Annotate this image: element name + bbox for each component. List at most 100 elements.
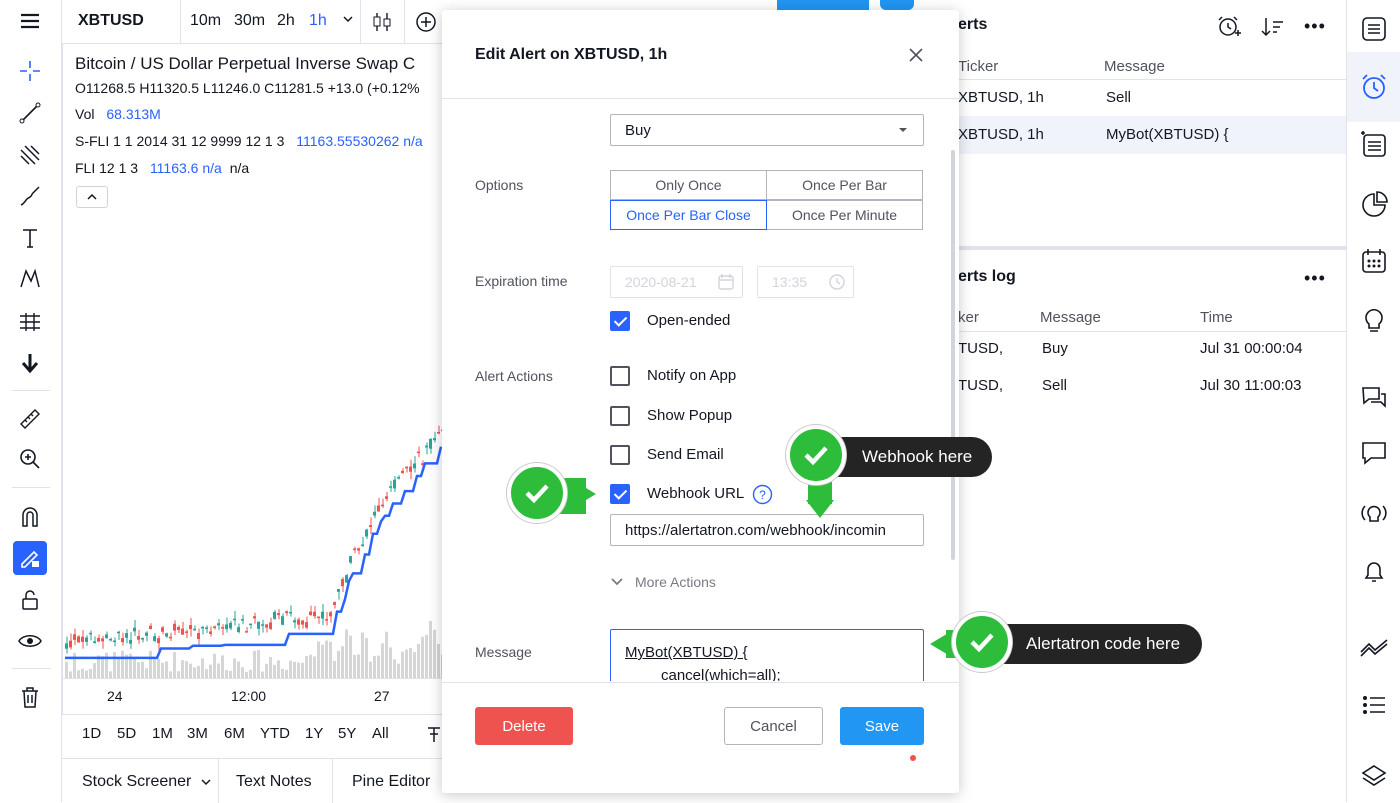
range-5y[interactable]: 5Y bbox=[338, 725, 357, 742]
lock-drawings-icon[interactable] bbox=[13, 541, 47, 575]
alarm-clock-icon[interactable] bbox=[1359, 72, 1389, 102]
volume-bar bbox=[109, 671, 112, 678]
alert-row[interactable]: XBTUSD, 1h MyBot(XBTUSD) { bbox=[958, 116, 1346, 154]
date-range-bar: 1D 5D 1M 3M 6M YTD 1Y 5Y All bbox=[62, 714, 442, 752]
close-icon[interactable] bbox=[908, 47, 924, 66]
cancel-button[interactable]: Cancel bbox=[724, 707, 823, 745]
sort-icon[interactable] bbox=[1260, 16, 1284, 41]
goto-date-icon[interactable] bbox=[426, 724, 442, 747]
more-icon[interactable]: ••• bbox=[1304, 16, 1326, 36]
arrow-down-icon[interactable] bbox=[13, 346, 47, 380]
option-only-once[interactable]: Only Once bbox=[610, 170, 767, 200]
volume-bar bbox=[101, 656, 104, 678]
pattern-icon[interactable] bbox=[13, 262, 47, 296]
add-alert-icon[interactable] bbox=[1216, 14, 1242, 43]
open-ended-checkbox[interactable] bbox=[610, 311, 630, 331]
trash-icon[interactable] bbox=[13, 680, 47, 714]
trend-line-icon[interactable] bbox=[13, 96, 47, 130]
chevron-down-icon[interactable] bbox=[342, 12, 354, 28]
message-label: Message bbox=[475, 644, 532, 660]
show-popup-checkbox[interactable] bbox=[610, 406, 630, 426]
volume-bar bbox=[113, 652, 116, 678]
candle-body bbox=[213, 626, 216, 628]
interval-1h[interactable]: 1h bbox=[309, 12, 327, 29]
save-button[interactable]: Save bbox=[840, 707, 924, 745]
watchlist-icon[interactable] bbox=[1359, 14, 1389, 44]
lightbulb-icon[interactable] bbox=[1359, 306, 1389, 336]
condition-select[interactable]: Buy bbox=[610, 114, 924, 146]
tab-pine-editor[interactable]: Pine Editor bbox=[352, 773, 431, 790]
option-once-per-bar-close[interactable]: Once Per Bar Close bbox=[610, 200, 767, 230]
candles-icon[interactable] bbox=[370, 10, 394, 37]
webhook-checkbox[interactable] bbox=[610, 484, 630, 504]
trend-icon[interactable] bbox=[1359, 632, 1389, 662]
ruler-icon[interactable] bbox=[13, 402, 47, 436]
data-window-icon[interactable] bbox=[1359, 130, 1389, 160]
expiration-date-input[interactable]: 2020-08-21 bbox=[610, 266, 743, 298]
menu-icon[interactable] bbox=[13, 4, 47, 38]
volume-bar bbox=[253, 650, 256, 678]
calendar-icon[interactable] bbox=[1359, 246, 1389, 276]
interval-2h[interactable]: 2h bbox=[277, 12, 295, 29]
tab-stock-screener[interactable]: Stock Screener bbox=[82, 773, 192, 790]
volume-bar bbox=[73, 652, 76, 678]
pitchfork-icon[interactable] bbox=[13, 138, 47, 172]
option-once-per-minute[interactable]: Once Per Minute bbox=[766, 200, 923, 230]
condition-value: Buy bbox=[625, 122, 651, 139]
interval-30m[interactable]: 30m bbox=[234, 12, 266, 29]
range-all[interactable]: All bbox=[372, 725, 389, 742]
range-5d[interactable]: 5D bbox=[117, 725, 137, 742]
log-row[interactable]: TUSD, Buy Jul 31 00:00:04 bbox=[958, 332, 1346, 368]
alert-row[interactable]: XBTUSD, 1h Sell bbox=[958, 80, 1346, 116]
order-panel-icon[interactable] bbox=[1359, 690, 1389, 720]
prediction-icon[interactable] bbox=[13, 304, 47, 338]
text-icon[interactable] bbox=[13, 221, 47, 255]
notify-app-checkbox[interactable] bbox=[610, 366, 630, 386]
add-indicator-icon[interactable] bbox=[414, 10, 438, 37]
magnet-icon[interactable] bbox=[13, 500, 47, 534]
layers-icon[interactable] bbox=[1359, 762, 1389, 792]
symbol-name[interactable]: XBTUSD bbox=[78, 12, 144, 29]
bell-icon[interactable] bbox=[1359, 556, 1389, 586]
chevron-down-icon[interactable] bbox=[200, 775, 212, 791]
zoom-in-icon[interactable] bbox=[13, 442, 47, 476]
volume-value: 68.313M bbox=[106, 106, 161, 122]
range-6m[interactable]: 6M bbox=[224, 725, 245, 742]
range-1y[interactable]: 1Y bbox=[305, 725, 324, 742]
webhook-url-input[interactable]: https://alertatron.com/webhook/incomin bbox=[610, 514, 924, 546]
more-actions-toggle[interactable]: More Actions bbox=[610, 574, 716, 590]
volume-bar bbox=[65, 661, 68, 678]
collapse-legend-button[interactable] bbox=[76, 186, 108, 208]
more-icon[interactable]: ••• bbox=[1304, 268, 1326, 288]
brush-icon[interactable] bbox=[13, 180, 47, 214]
range-1m[interactable]: 1M bbox=[152, 725, 173, 742]
range-1d[interactable]: 1D bbox=[82, 725, 102, 742]
tab-text-notes[interactable]: Text Notes bbox=[236, 773, 312, 790]
log-row[interactable]: TUSD, Sell Jul 30 11:00:03 bbox=[958, 368, 1346, 404]
interval-10m[interactable]: 10m bbox=[190, 12, 222, 29]
chevron-up-icon bbox=[87, 193, 97, 200]
message-line: MyBot(XBTUSD) { bbox=[625, 644, 748, 661]
sfli-value: 11163.55530262 n/a bbox=[296, 133, 423, 149]
send-email-checkbox[interactable] bbox=[610, 445, 630, 465]
streams-icon[interactable] bbox=[1359, 498, 1389, 528]
chart-pane[interactable]: Bitcoin / US Dollar Perpetual Inverse Sw… bbox=[62, 44, 443, 714]
pie-chart-icon[interactable] bbox=[1359, 190, 1389, 220]
chat-icon[interactable] bbox=[1359, 438, 1389, 468]
option-once-per-bar[interactable]: Once Per Bar bbox=[766, 170, 923, 200]
panel-divider[interactable] bbox=[958, 246, 1346, 250]
crosshair-icon[interactable] bbox=[13, 54, 47, 88]
help-icon[interactable]: ? bbox=[752, 484, 773, 508]
volume-bar bbox=[409, 648, 412, 678]
delete-button[interactable]: Delete bbox=[475, 707, 573, 745]
range-ytd[interactable]: YTD bbox=[260, 725, 290, 742]
eye-icon[interactable] bbox=[13, 624, 47, 658]
chats-icon[interactable] bbox=[1359, 382, 1389, 412]
expiration-time-input[interactable]: 13:35 bbox=[757, 266, 854, 298]
message-textarea[interactable]: MyBot(XBTUSD) { cancel(which=all); bbox=[610, 629, 924, 681]
unlock-icon[interactable] bbox=[13, 583, 47, 617]
scrollbar[interactable] bbox=[951, 150, 955, 560]
volume-bar bbox=[433, 629, 436, 678]
volume-bar bbox=[281, 668, 284, 678]
range-3m[interactable]: 3M bbox=[187, 725, 208, 742]
